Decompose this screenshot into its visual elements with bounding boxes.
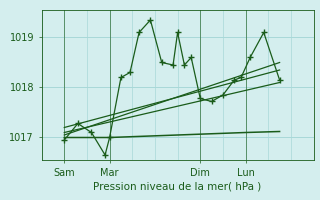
X-axis label: Pression niveau de la mer( hPa ): Pression niveau de la mer( hPa ): [93, 182, 262, 192]
